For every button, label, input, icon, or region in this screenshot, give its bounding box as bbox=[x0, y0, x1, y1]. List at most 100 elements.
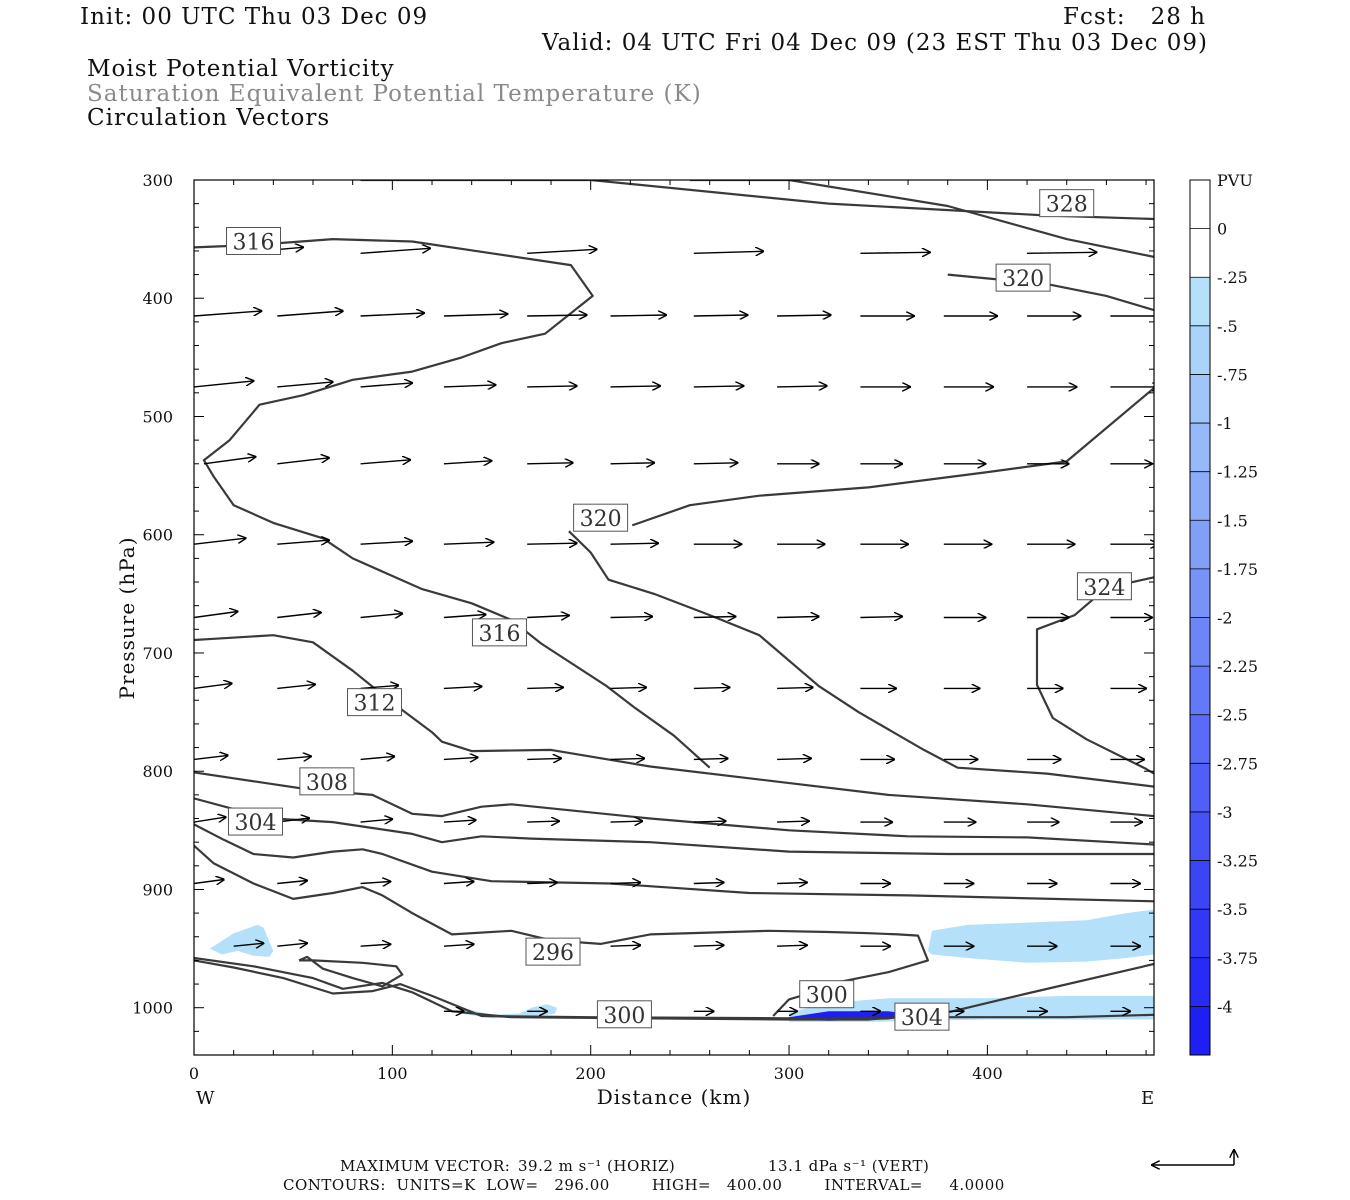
y-axis-label: Pressure (hPa) bbox=[115, 537, 139, 700]
contour-324 bbox=[1035, 576, 1154, 775]
wind-vector bbox=[777, 945, 807, 946]
x-tick-label: 300 bbox=[774, 1064, 805, 1083]
contour-label: 308 bbox=[299, 767, 355, 796]
contour-label-text: 304 bbox=[234, 811, 276, 836]
contour-label: 304 bbox=[227, 807, 283, 836]
colorbar-swatch bbox=[1190, 374, 1210, 424]
wind-vector bbox=[277, 881, 307, 884]
theta-contours bbox=[194, 180, 1154, 1021]
circulation-vectors bbox=[194, 247, 1154, 1011]
axis-ticks: 300 400 500 600 700 800 900 1000 0 100 200 300 400 bbox=[132, 171, 1154, 1083]
y-tick-label: 700 bbox=[142, 644, 173, 663]
x-tick-label: 200 bbox=[575, 1064, 606, 1083]
field-title-vectors: Circulation Vectors bbox=[87, 105, 331, 131]
wind-vector bbox=[360, 882, 391, 884]
wind-vector bbox=[610, 386, 661, 387]
colorbar-swatch bbox=[1190, 228, 1210, 278]
wind-vector bbox=[360, 944, 391, 946]
colorbar-level: -4 bbox=[1217, 997, 1233, 1016]
wind-vector bbox=[693, 315, 748, 316]
pv-colorbar: PVU 0 -.25 -.5 -.75 -1 -1.25 -1.5 -1.75 -2 -2.25 -2… bbox=[1189, 171, 1258, 1056]
contour-label-text: 316 bbox=[478, 622, 520, 647]
x-tick-label: 0 bbox=[189, 1064, 199, 1083]
wind-vector bbox=[527, 249, 596, 253]
wind-vector bbox=[860, 252, 930, 253]
pv-region bbox=[209, 924, 274, 957]
contour-label: 300 bbox=[799, 980, 855, 1009]
wind-vector bbox=[693, 945, 724, 946]
colorbar-level: -1.5 bbox=[1217, 511, 1248, 530]
wind-vector bbox=[194, 612, 238, 619]
contour-296 bbox=[298, 955, 404, 988]
y-tick-label: 1000 bbox=[132, 999, 173, 1018]
max-vector-label: MAXIMUM VECTOR: bbox=[340, 1157, 511, 1175]
wind-vector bbox=[693, 821, 726, 822]
wind-vector bbox=[360, 614, 403, 618]
colorbar-swatch bbox=[1190, 811, 1210, 861]
wind-vector bbox=[527, 315, 587, 316]
init-time: Init: 00 UTC Thu 03 Dec 09 bbox=[80, 4, 429, 30]
wind-vector bbox=[277, 311, 343, 317]
contour-304 bbox=[194, 823, 1154, 903]
wind-vector bbox=[277, 540, 329, 544]
wind-vector bbox=[527, 687, 563, 688]
wind-vector bbox=[693, 758, 728, 759]
colorbar-level: -1.75 bbox=[1217, 560, 1258, 579]
contour-label: 324 bbox=[1076, 572, 1132, 601]
wind-vector bbox=[360, 248, 430, 254]
field-title-pv: Moist Potential Vorticity bbox=[87, 56, 395, 82]
wind-vector bbox=[194, 381, 254, 388]
contour-label-text: 296 bbox=[532, 941, 574, 966]
colorbar-level: -3.25 bbox=[1217, 852, 1258, 871]
wind-vector bbox=[527, 463, 573, 464]
wind-vector bbox=[777, 758, 811, 759]
colorbar-level: -3.75 bbox=[1217, 949, 1258, 968]
colorbar-level: -3.5 bbox=[1217, 900, 1248, 919]
wind-vector bbox=[777, 687, 813, 688]
contour-label-text: 304 bbox=[901, 1006, 943, 1031]
contour-label: 320 bbox=[573, 503, 629, 532]
wind-vector bbox=[527, 386, 577, 387]
wind-vector bbox=[777, 821, 809, 822]
wind-vector bbox=[443, 686, 482, 688]
wind-vector bbox=[360, 685, 399, 688]
colorbar-swatch bbox=[1190, 763, 1210, 813]
wind-vector bbox=[693, 687, 730, 688]
wind-vector bbox=[777, 386, 827, 387]
colorbar-swatch bbox=[1190, 423, 1210, 473]
colorbar-level: -.75 bbox=[1217, 365, 1248, 384]
contour-label: 320 bbox=[995, 263, 1051, 292]
contour-label-text: 312 bbox=[353, 692, 395, 717]
west-label: W bbox=[196, 1088, 216, 1109]
colorbar-swatch bbox=[1190, 617, 1210, 667]
wind-vector bbox=[360, 460, 411, 464]
wind-vector bbox=[777, 883, 807, 884]
contour-label: 316 bbox=[226, 226, 282, 255]
wind-vector bbox=[610, 945, 641, 946]
contour-label-text: 300 bbox=[806, 984, 848, 1009]
wind-vector bbox=[443, 882, 474, 884]
wind-vector bbox=[443, 461, 492, 464]
y-tick-label: 800 bbox=[142, 762, 173, 781]
colorbar-swatch bbox=[1190, 568, 1210, 618]
wind-vector bbox=[610, 617, 653, 618]
colorbar-title: PVU bbox=[1217, 171, 1253, 190]
wind-vector bbox=[443, 757, 478, 759]
max-horiz-vector: 39.2 m s⁻¹ (HORIZ) bbox=[518, 1157, 676, 1175]
wind-vector bbox=[1027, 252, 1096, 253]
field-title-theta: Saturation Equivalent Potential Temperat… bbox=[87, 81, 702, 107]
wind-vector bbox=[194, 880, 224, 884]
contour-label-text: 308 bbox=[306, 771, 348, 796]
colorbar-level: -.25 bbox=[1217, 268, 1248, 287]
wind-vector bbox=[277, 613, 321, 619]
wind-vector bbox=[693, 386, 744, 387]
wind-vector bbox=[360, 383, 413, 387]
contour-320 bbox=[631, 387, 1154, 527]
wind-vector bbox=[610, 821, 643, 822]
contour-label-text: 316 bbox=[233, 230, 275, 255]
contour-label: 296 bbox=[525, 937, 581, 966]
wind-vector bbox=[693, 463, 738, 464]
colorbar-level: -.5 bbox=[1217, 317, 1238, 336]
colorbar-level: -2.5 bbox=[1217, 706, 1248, 725]
